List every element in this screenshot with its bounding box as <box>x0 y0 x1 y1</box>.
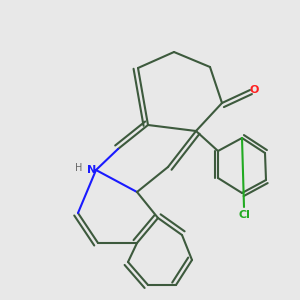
Text: N: N <box>87 165 96 175</box>
Text: Cl: Cl <box>238 210 250 220</box>
Text: H: H <box>75 163 82 173</box>
Text: O: O <box>250 85 260 95</box>
